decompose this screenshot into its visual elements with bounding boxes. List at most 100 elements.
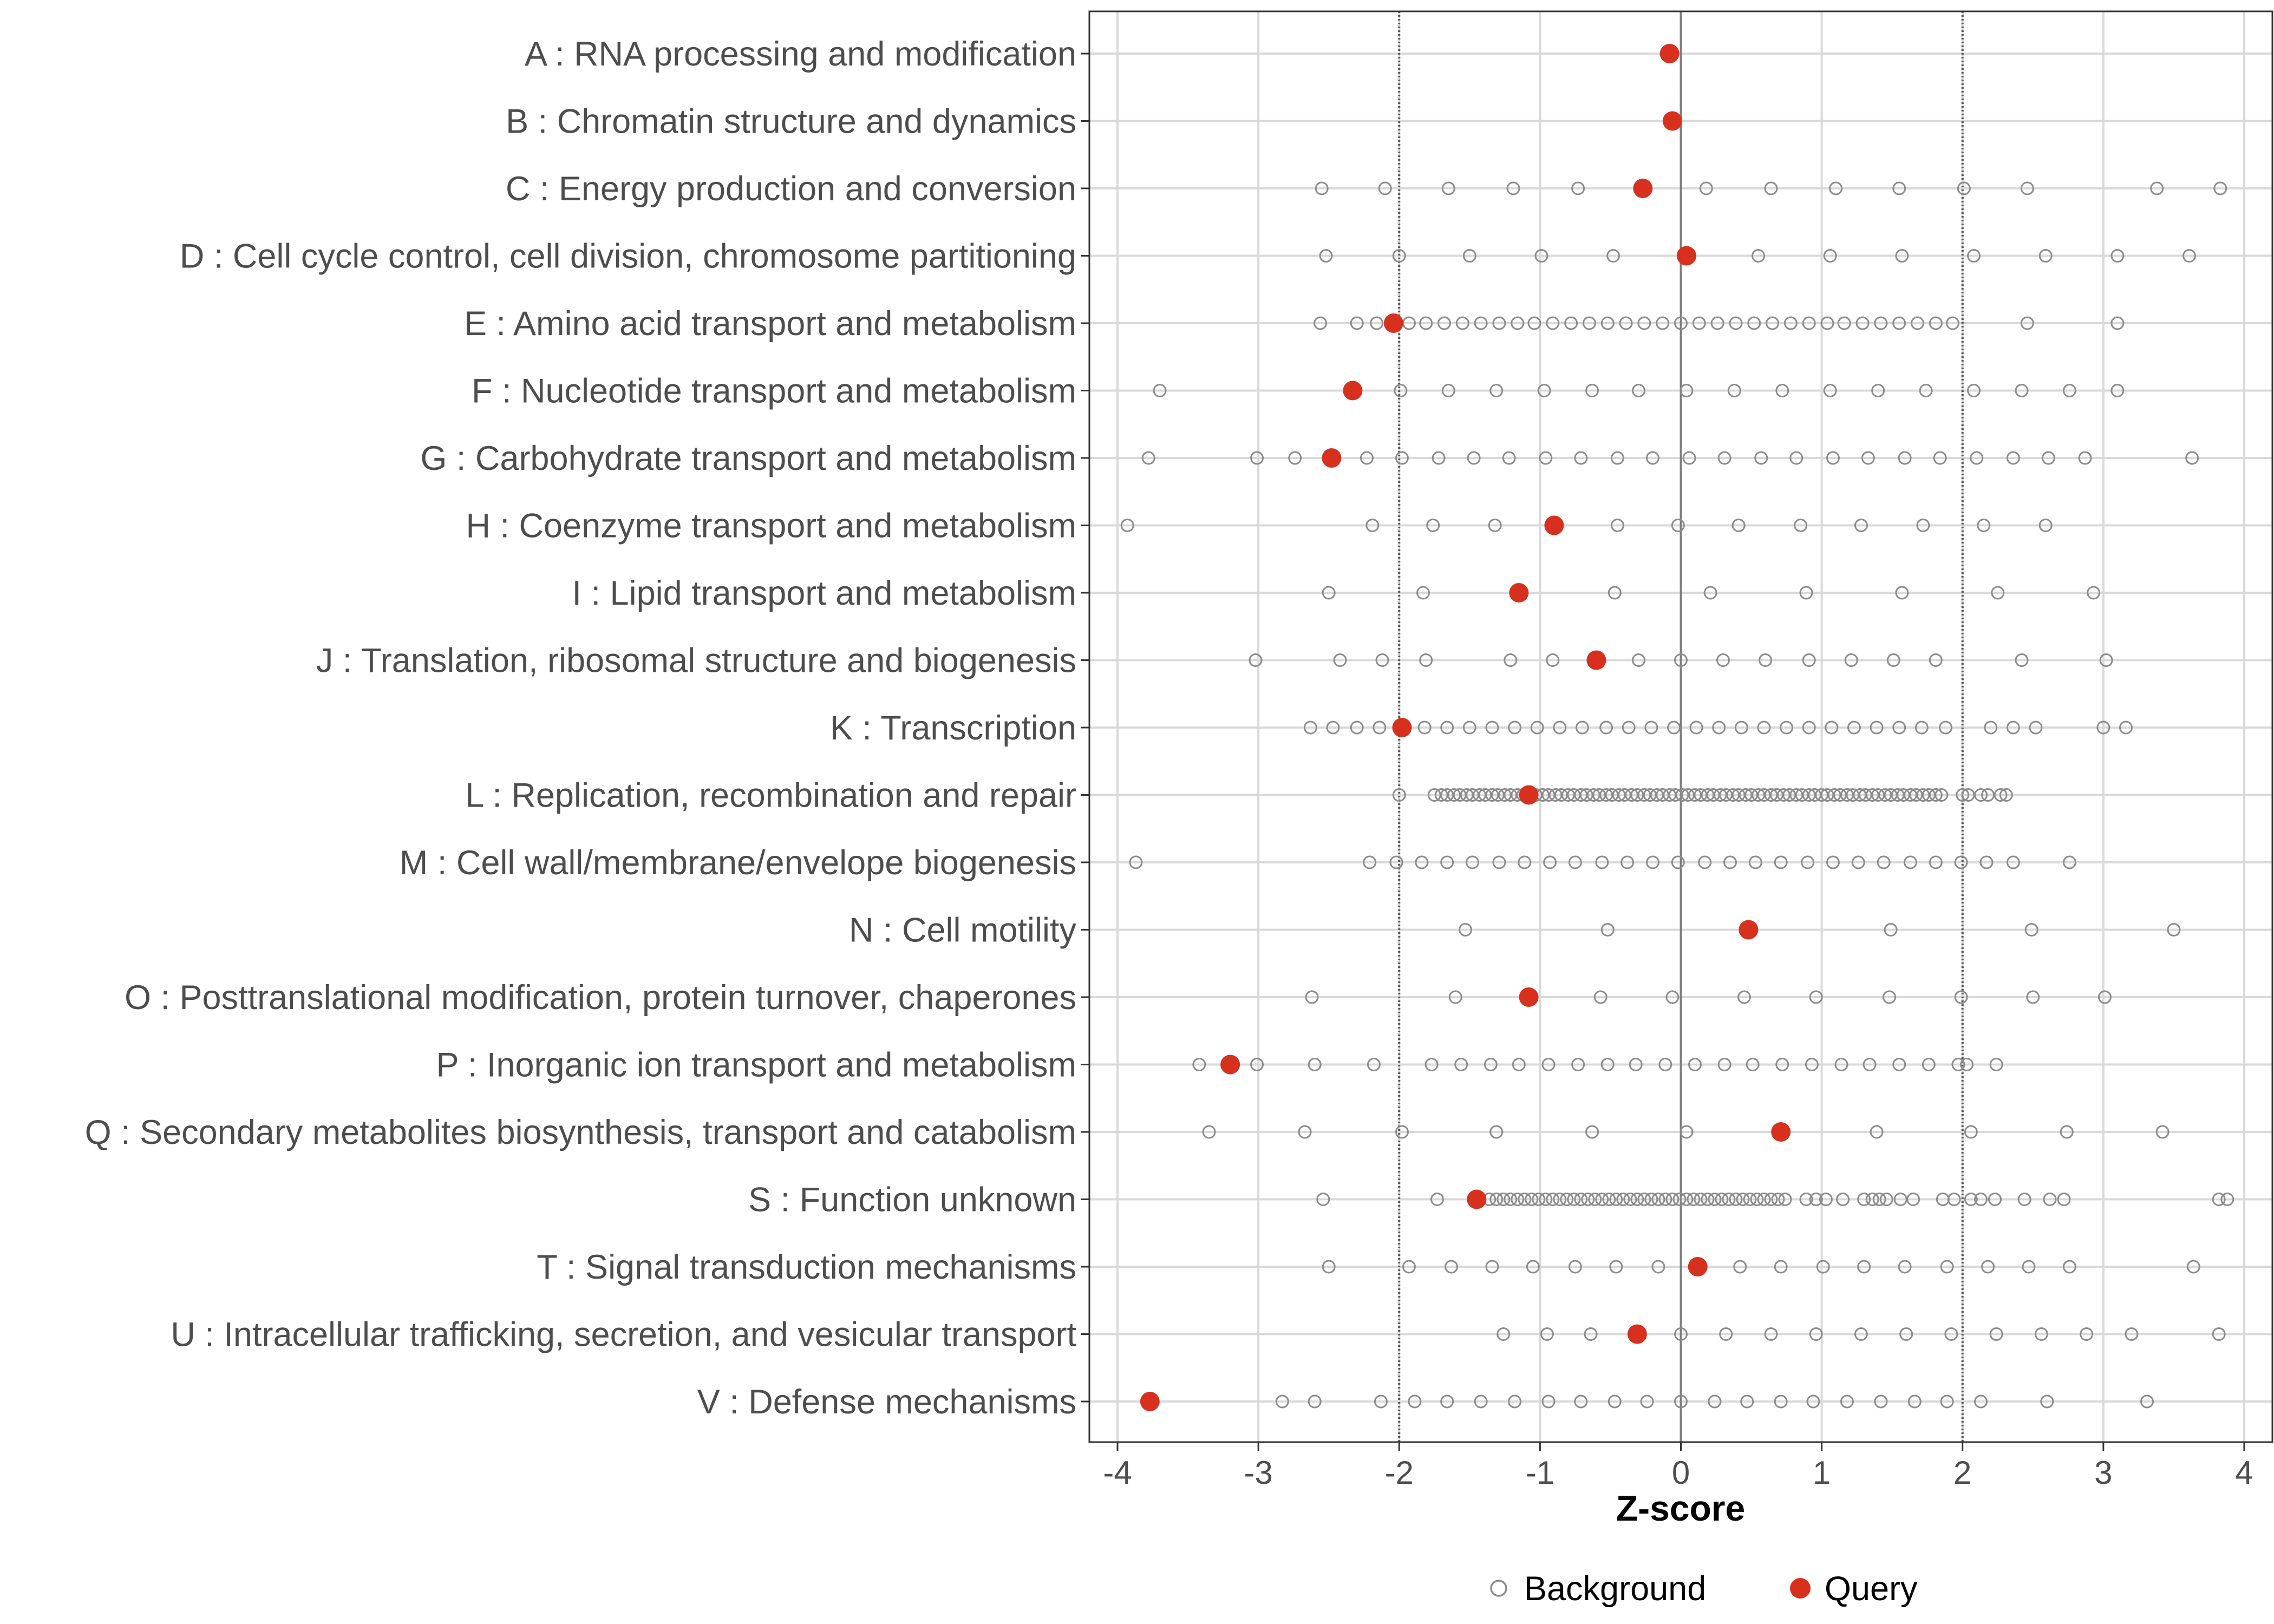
background-point <box>1956 788 1970 802</box>
background-point <box>1722 1193 1736 1206</box>
background-point <box>1872 1193 1886 1206</box>
background-point <box>2026 990 2040 1004</box>
background-point <box>1504 653 1518 667</box>
background-point <box>1373 721 1387 735</box>
background-point <box>1694 1193 1708 1206</box>
x-tick-label: 4 <box>2235 1455 2253 1491</box>
background-point <box>2038 249 2053 263</box>
background-point <box>1609 1193 1623 1206</box>
x-tick-label: 3 <box>2094 1455 2112 1491</box>
category-label: S : Function unknown <box>748 1181 1076 1219</box>
background-point <box>1314 316 1328 330</box>
background-point <box>1974 1394 1988 1409</box>
background-point <box>1674 1327 1688 1341</box>
background-point <box>2006 855 2020 869</box>
background-point <box>1645 451 1659 465</box>
background-point <box>2038 519 2053 532</box>
background-point <box>1645 855 1659 869</box>
background-point <box>1999 788 2013 802</box>
background-point <box>1882 990 1896 1004</box>
background-point <box>2062 384 2076 397</box>
background-point <box>1588 1193 1602 1206</box>
background-point <box>1656 316 1670 330</box>
background-point <box>1440 1394 1454 1409</box>
background-point <box>1644 721 1658 735</box>
background-point <box>1608 1394 1622 1409</box>
query-point <box>1662 111 1682 131</box>
background-point <box>1365 519 1380 532</box>
background-point <box>1877 855 1891 869</box>
background-point <box>1532 1193 1546 1206</box>
background-point <box>1637 1193 1651 1206</box>
background-point <box>1508 1394 1522 1409</box>
background-point <box>1805 1058 1819 1071</box>
background-point <box>1504 1193 1518 1206</box>
background-point <box>1746 1058 1760 1071</box>
background-point <box>2029 721 2043 735</box>
category-label: H : Coenzyme transport and metabolism <box>466 507 1076 545</box>
background-point <box>1939 721 1953 735</box>
background-point <box>1757 1193 1771 1206</box>
background-point <box>2043 1193 2057 1206</box>
background-point <box>2110 316 2125 330</box>
background-point <box>1759 653 1773 667</box>
legend-background-symbol <box>1490 1580 1507 1597</box>
background-point <box>1734 721 1748 735</box>
background-point <box>1600 923 1615 937</box>
background-point <box>1508 721 1522 735</box>
background-point <box>2022 1260 2036 1274</box>
background-point <box>1153 384 1167 397</box>
background-point <box>1854 1327 1868 1341</box>
background-point <box>1946 316 1960 330</box>
background-point <box>1981 1260 1995 1274</box>
background-point <box>1541 1394 1556 1409</box>
background-point <box>1898 451 1912 465</box>
background-point <box>1609 1260 1623 1274</box>
background-point <box>1699 181 1713 195</box>
background-point <box>1595 1193 1609 1206</box>
background-point <box>1816 1260 1830 1274</box>
background-point <box>1689 721 1703 735</box>
background-point <box>1484 1058 1498 1071</box>
background-point <box>1534 249 1548 263</box>
background-point <box>1440 855 1454 869</box>
background-point <box>1437 316 1451 330</box>
background-point <box>1855 316 1870 330</box>
background-points <box>1120 181 2234 1409</box>
background-point <box>1610 519 1624 532</box>
background-point <box>1933 451 1947 465</box>
background-point <box>1419 316 1433 330</box>
category-label: D : Cell cycle control, cell division, c… <box>180 238 1076 276</box>
background-point <box>1374 1394 1388 1409</box>
background-point <box>1892 181 1906 195</box>
background-point <box>1395 1125 1409 1139</box>
background-point <box>1680 384 1694 397</box>
background-point <box>1778 1193 1792 1206</box>
background-point <box>2041 451 2055 465</box>
category-label: U : Intracellular trafficking, secretion… <box>171 1316 1076 1354</box>
background-point <box>1989 1327 2003 1341</box>
background-point <box>1774 855 1788 869</box>
background-point <box>1771 1193 1785 1206</box>
background-point <box>1350 721 1364 735</box>
background-point <box>1511 316 1525 330</box>
category-label: K : Transcription <box>830 709 1076 747</box>
background-point <box>1525 1193 1539 1206</box>
background-point <box>1806 1394 1820 1409</box>
background-point <box>1712 721 1726 735</box>
background-point <box>1474 1394 1488 1409</box>
query-point <box>1688 1257 1708 1276</box>
background-point <box>2040 1394 2054 1409</box>
background-point <box>1298 1125 1312 1139</box>
background-point <box>1774 1260 1788 1274</box>
background-point <box>1426 519 1440 532</box>
background-point <box>1775 384 1789 397</box>
query-point <box>1544 515 1564 535</box>
background-point <box>1518 1193 1532 1206</box>
background-point <box>2125 1327 2139 1341</box>
query-point <box>1343 381 1363 401</box>
background-point <box>1764 1327 1778 1341</box>
background-point <box>1249 653 1263 667</box>
background-point <box>1680 1193 1694 1206</box>
